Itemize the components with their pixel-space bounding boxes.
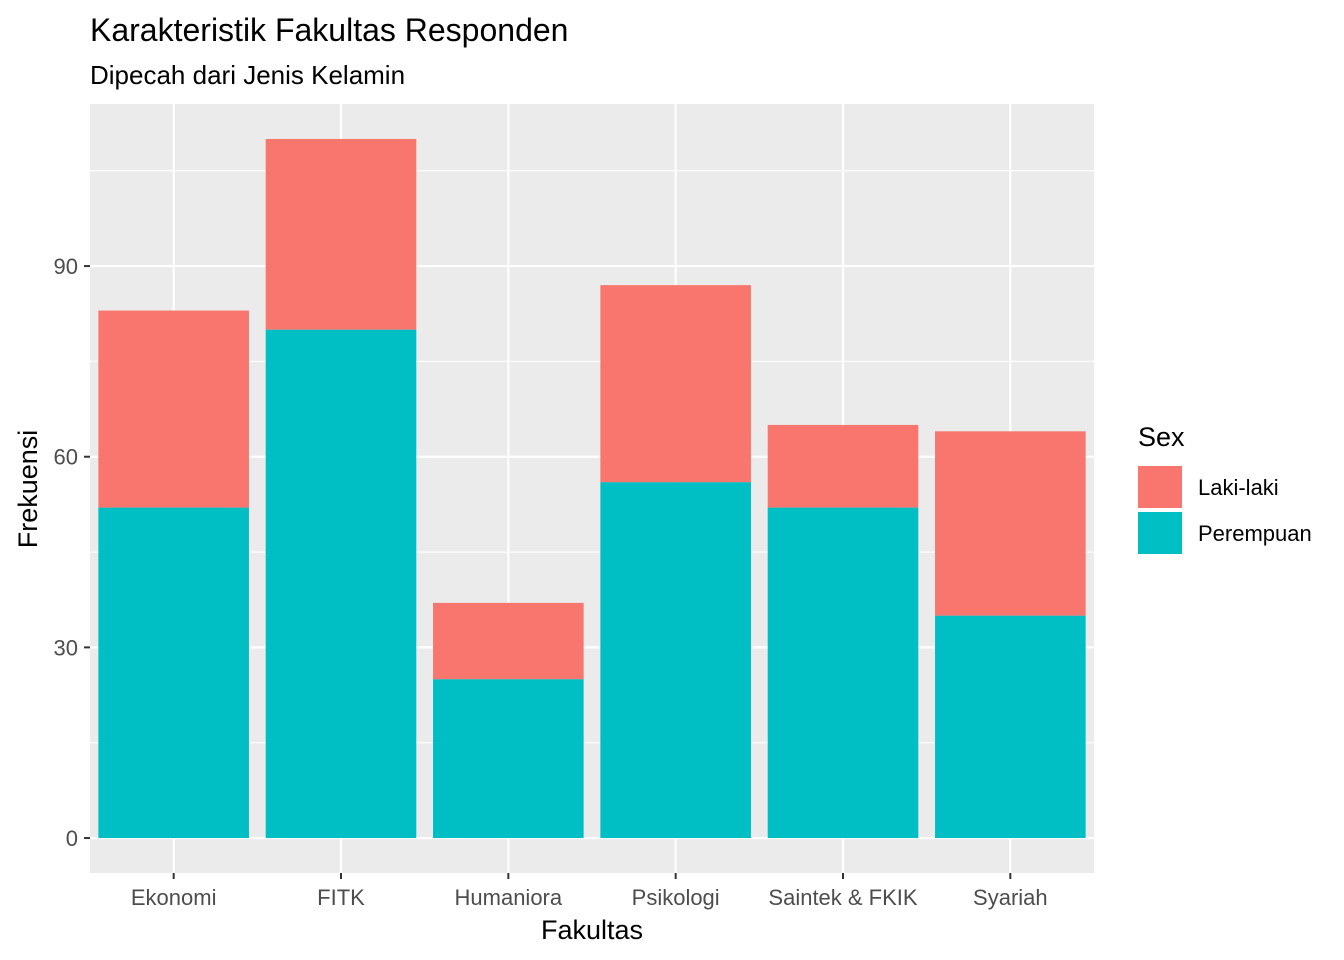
y-tick-label: 60: [54, 445, 78, 470]
x-tick-label: Syariah: [973, 885, 1048, 910]
x-tick-label: FITK: [317, 885, 365, 910]
bar-perempuan-4: [600, 482, 751, 839]
legend-title: Sex: [1138, 422, 1185, 452]
bar-laki-laki-1: [98, 310, 249, 508]
y-tick-label: 0: [66, 826, 78, 851]
y-axis: 0 30 60 90: [54, 254, 90, 851]
bar-perempuan-5: [767, 507, 919, 839]
bar-laki-laki-4: [600, 285, 751, 483]
y-axis-title: Frekuensi: [13, 430, 43, 549]
chart-title: Karakteristik Fakultas Responden: [90, 12, 568, 48]
bar-laki-laki-5: [767, 424, 919, 508]
bar-perempuan-3: [433, 679, 584, 839]
x-axis-title: Fakultas: [541, 915, 643, 945]
legend-swatch: [1138, 512, 1182, 554]
x-tick-label: Ekonomi: [131, 885, 217, 910]
legend-label: Perempuan: [1198, 521, 1312, 546]
legend-swatch: [1138, 466, 1182, 508]
legend: Sex Laki-laki Perempuan: [1138, 422, 1312, 554]
x-tick-label: Humaniora: [455, 885, 563, 910]
x-axis: Ekonomi FITK Humaniora Psikologi Saintek & F…: [131, 873, 1048, 910]
bars: [98, 138, 1086, 839]
legend-label: Laki-laki: [1198, 475, 1279, 500]
legend-items: Laki-laki Perempuan: [1138, 466, 1312, 554]
plot-panel: [90, 104, 1094, 873]
bar-laki-laki-3: [433, 602, 584, 680]
y-tick-label: 90: [54, 254, 78, 279]
chart-subtitle: Dipecah dari Jenis Kelamin: [90, 60, 405, 90]
bar-perempuan-2: [265, 329, 417, 839]
x-tick-label: Psikologi: [632, 885, 720, 910]
bar-perempuan-1: [98, 507, 249, 839]
y-tick-label: 30: [54, 635, 78, 660]
bar-laki-laki-6: [935, 431, 1086, 616]
bar-perempuan-6: [935, 615, 1086, 839]
bar-laki-laki-2: [265, 138, 417, 330]
x-tick-label: Saintek & FKIK: [768, 885, 918, 910]
